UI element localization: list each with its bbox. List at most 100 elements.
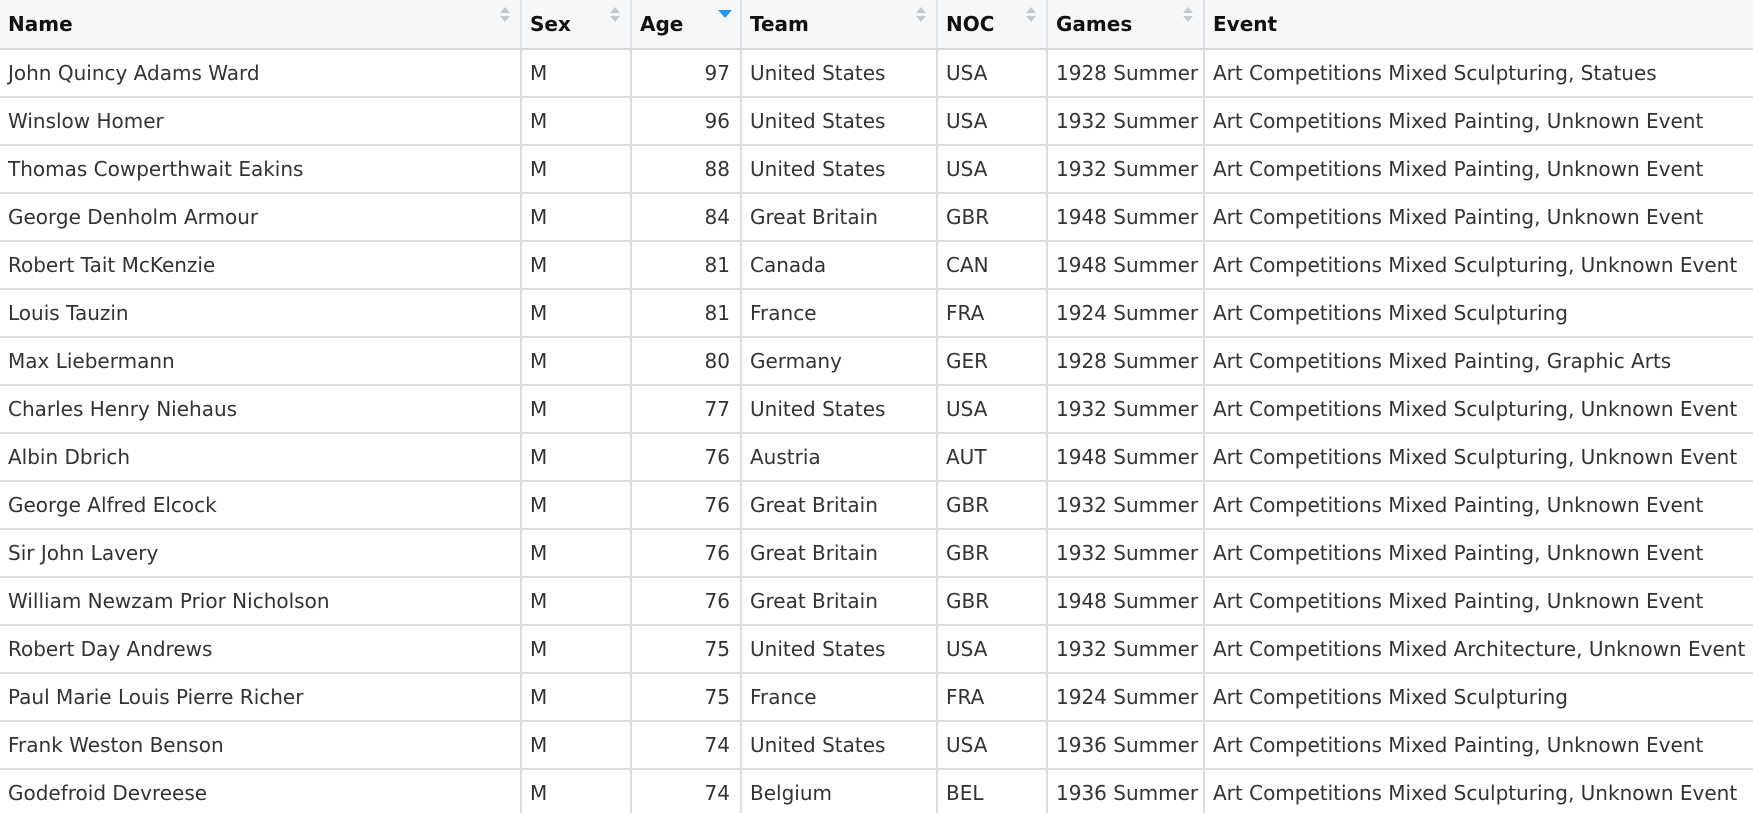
cell-age: 97	[631, 49, 742, 98]
cell-team: Great Britain	[741, 529, 938, 578]
cell-name: Sir John Lavery	[0, 529, 522, 578]
table-row[interactable]: George Alfred Elcock M 76 Great Britain GBR 1…	[0, 481, 1753, 530]
column-header-team[interactable]: Team	[741, 0, 938, 50]
sort-icon[interactable]	[610, 6, 620, 26]
cell-age: 76	[631, 577, 742, 626]
cell-team: Great Britain	[741, 481, 938, 530]
cell-sex: M	[521, 673, 632, 722]
cell-age: 88	[631, 145, 742, 194]
table-row[interactable]: Paul Marie Louis Pierre Richer M 75 France F…	[0, 673, 1753, 722]
table-row[interactable]: Max Liebermann M 80 Germany GER 1928 Summer Ar…	[0, 337, 1753, 386]
table-row[interactable]: Thomas Cowperthwait Eakins M 88 United Stat…	[0, 145, 1753, 194]
cell-team: United States	[741, 97, 938, 146]
column-header-name[interactable]: Name	[0, 0, 522, 50]
cell-event: Art Competitions Mixed Painting, Unknown…	[1204, 193, 1753, 242]
table-body: John Quincy Adams Ward M 97 United States US…	[0, 49, 1753, 813]
cell-games: 1932 Summer	[1047, 145, 1205, 194]
cell-age: 76	[631, 433, 742, 482]
column-header-label: NOC	[946, 12, 995, 36]
cell-age: 74	[631, 721, 742, 770]
column-header-label: Age	[640, 12, 684, 36]
cell-team: United States	[741, 625, 938, 674]
cell-noc: USA	[937, 49, 1048, 98]
table-row[interactable]: Winslow Homer M 96 United States USA 1932 Sum…	[0, 97, 1753, 146]
table-row[interactable]: Frank Weston Benson M 74 United States USA 19…	[0, 721, 1753, 770]
cell-event: Art Competitions Mixed Sculpturing	[1204, 289, 1753, 338]
table-row[interactable]: Robert Day Andrews M 75 United States USA 193…	[0, 625, 1753, 674]
cell-noc: GBR	[937, 577, 1048, 626]
table-row[interactable]: Godefroid Devreese M 74 Belgium BEL 1936 Summ…	[0, 769, 1753, 813]
cell-sex: M	[521, 289, 632, 338]
cell-games: 1948 Summer	[1047, 193, 1205, 242]
cell-games: 1924 Summer	[1047, 673, 1205, 722]
cell-games: 1932 Summer	[1047, 97, 1205, 146]
cell-team: France	[741, 289, 938, 338]
sort-icon[interactable]	[916, 6, 926, 26]
column-header-games[interactable]: Games	[1047, 0, 1205, 50]
cell-name: Robert Tait McKenzie	[0, 241, 522, 290]
cell-noc: GBR	[937, 529, 1048, 578]
cell-age: 81	[631, 289, 742, 338]
cell-age: 77	[631, 385, 742, 434]
sort-icon[interactable]	[1026, 6, 1036, 26]
cell-games: 1928 Summer	[1047, 49, 1205, 98]
cell-name: Louis Tauzin	[0, 289, 522, 338]
cell-event: Art Competitions Mixed Painting, Unknown…	[1204, 481, 1753, 530]
cell-event: Art Competitions Mixed Sculpturing, Stat…	[1204, 49, 1753, 98]
column-header-sex[interactable]: Sex	[521, 0, 632, 50]
cell-event: Art Competitions Mixed Painting, Unknown…	[1204, 721, 1753, 770]
cell-sex: M	[521, 49, 632, 98]
table-row[interactable]: Louis Tauzin M 81 France FRA 1924 Summer Art C…	[0, 289, 1753, 338]
cell-name: Winslow Homer	[0, 97, 522, 146]
cell-noc: USA	[937, 385, 1048, 434]
cell-games: 1936 Summer	[1047, 721, 1205, 770]
cell-games: 1932 Summer	[1047, 529, 1205, 578]
table-row[interactable]: George Denholm Armour M 84 Great Britain GBR…	[0, 193, 1753, 242]
table-row[interactable]: Robert Tait McKenzie M 81 Canada CAN 1948 Sum…	[0, 241, 1753, 290]
cell-age: 75	[631, 625, 742, 674]
header-row: Name Sex Age Team NOC	[0, 0, 1753, 50]
cell-noc: USA	[937, 721, 1048, 770]
sort-descending-icon[interactable]	[718, 6, 732, 26]
cell-team: Great Britain	[741, 193, 938, 242]
column-header-noc[interactable]: NOC	[937, 0, 1048, 50]
cell-sex: M	[521, 529, 632, 578]
sort-icon[interactable]	[500, 6, 510, 26]
cell-games: 1948 Summer	[1047, 577, 1205, 626]
cell-sex: M	[521, 337, 632, 386]
cell-age: 80	[631, 337, 742, 386]
column-header-age[interactable]: Age	[631, 0, 742, 50]
table-row[interactable]: William Newzam Prior Nicholson M 76 Great B…	[0, 577, 1753, 626]
cell-team: Austria	[741, 433, 938, 482]
cell-name: Max Liebermann	[0, 337, 522, 386]
cell-event: Art Competitions Mixed Painting, Graphic…	[1204, 337, 1753, 386]
cell-team: Canada	[741, 241, 938, 290]
cell-sex: M	[521, 577, 632, 626]
cell-noc: USA	[937, 145, 1048, 194]
cell-games: 1936 Summer	[1047, 769, 1205, 813]
column-header-label: Games	[1056, 12, 1133, 36]
column-header-event[interactable]: Event	[1204, 0, 1753, 50]
cell-name: William Newzam Prior Nicholson	[0, 577, 522, 626]
cell-event: Art Competitions Mixed Painting, Unknown…	[1204, 529, 1753, 578]
cell-event: Art Competitions Mixed Sculpturing, Unkn…	[1204, 241, 1753, 290]
cell-age: 74	[631, 769, 742, 813]
cell-age: 75	[631, 673, 742, 722]
cell-event: Art Competitions Mixed Sculpturing	[1204, 673, 1753, 722]
cell-team: Great Britain	[741, 577, 938, 626]
table-row[interactable]: Charles Henry Niehaus M 77 United States USA…	[0, 385, 1753, 434]
cell-event: Art Competitions Mixed Sculpturing, Unkn…	[1204, 769, 1753, 813]
cell-sex: M	[521, 241, 632, 290]
cell-noc: USA	[937, 97, 1048, 146]
cell-event: Art Competitions Mixed Painting, Unknown…	[1204, 577, 1753, 626]
table-row[interactable]: John Quincy Adams Ward M 97 United States US…	[0, 49, 1753, 98]
column-header-label: Team	[750, 12, 809, 36]
cell-team: United States	[741, 721, 938, 770]
table-row[interactable]: Albin Dbrich M 76 Austria AUT 1948 Summer Art …	[0, 433, 1753, 482]
table-row[interactable]: Sir John Lavery M 76 Great Britain GBR 1932 S…	[0, 529, 1753, 578]
cell-age: 84	[631, 193, 742, 242]
cell-games: 1932 Summer	[1047, 385, 1205, 434]
sort-icon[interactable]	[1183, 6, 1193, 26]
cell-sex: M	[521, 193, 632, 242]
